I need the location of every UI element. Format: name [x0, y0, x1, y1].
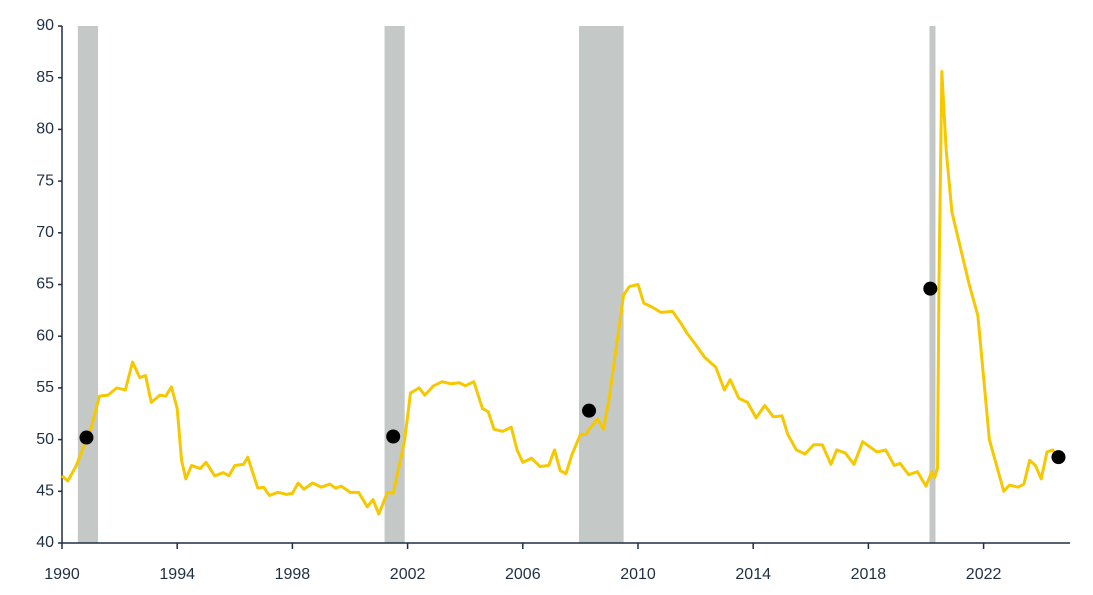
- marker-dot: [79, 430, 94, 445]
- y-tick-label: 85: [36, 69, 54, 86]
- y-tick-label: 75: [36, 172, 54, 189]
- y-tick-label: 45: [36, 483, 54, 500]
- marker-dot: [386, 429, 401, 444]
- x-tick-label: 2010: [620, 566, 656, 583]
- recession-band: [384, 26, 405, 543]
- y-tick-label: 50: [36, 431, 54, 448]
- y-tick-label: 60: [36, 327, 54, 344]
- x-tick-label: 2022: [966, 566, 1002, 583]
- y-tick-label: 55: [36, 379, 54, 396]
- x-tick-label: 1994: [159, 566, 195, 583]
- x-tick-label: 1998: [275, 566, 311, 583]
- marker-dot: [923, 281, 938, 296]
- x-tick-label: 2018: [851, 566, 887, 583]
- recession-band: [77, 26, 98, 543]
- y-tick-label: 40: [36, 534, 54, 551]
- marker-dot: [582, 403, 597, 418]
- y-tick-label: 65: [36, 276, 54, 293]
- marker-dot: [1051, 450, 1066, 465]
- line: [60, 69, 1059, 516]
- x-tick-label: 2014: [735, 566, 771, 583]
- y-tick-label: 80: [36, 121, 54, 138]
- y-tick-label: 90: [36, 17, 54, 34]
- y-tick-label: 70: [36, 224, 54, 241]
- x-tick-label: 1990: [44, 566, 80, 583]
- x-tick-label: 2006: [505, 566, 541, 583]
- recession-band: [578, 26, 624, 543]
- x-tick-label: 2002: [390, 566, 426, 583]
